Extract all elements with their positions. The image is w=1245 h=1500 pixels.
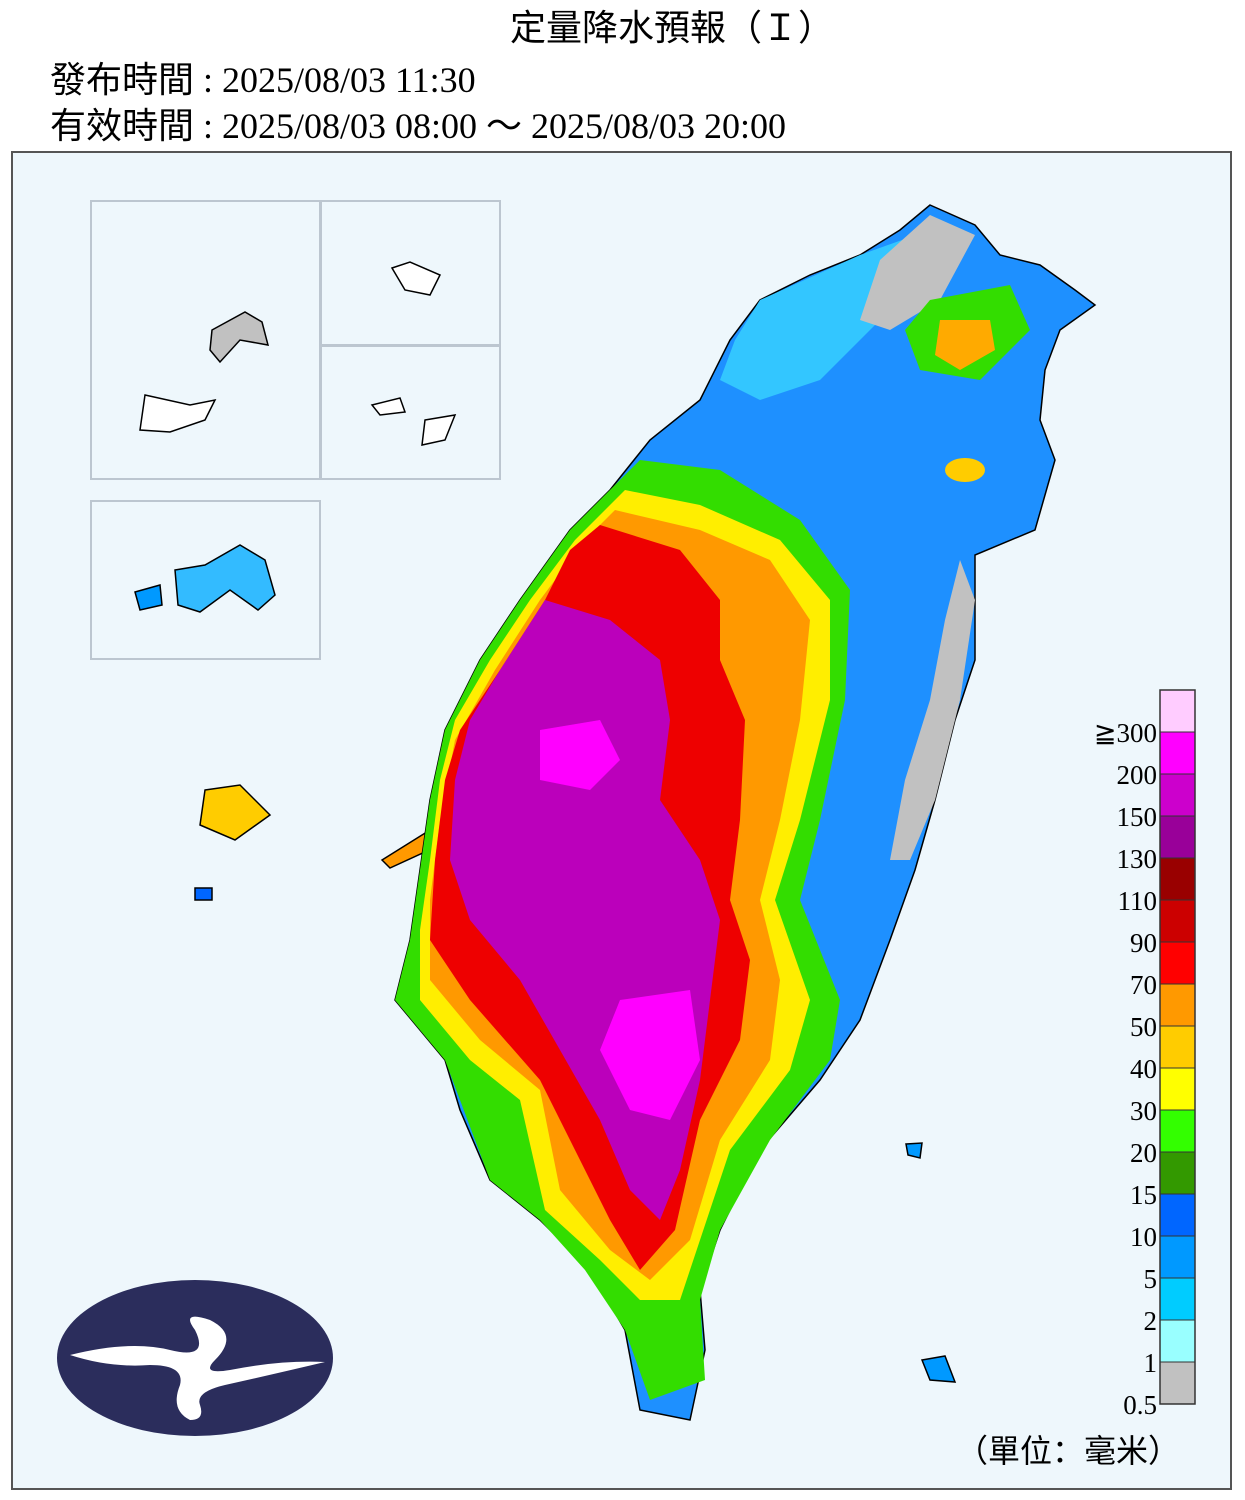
legend-label: 110 [1118, 886, 1158, 916]
legend-swatch [1159, 983, 1196, 1027]
legend-swatch [1159, 1109, 1196, 1153]
rain-map [394, 204, 1097, 1421]
legend-label: 20 [1130, 1138, 1157, 1168]
logo [57, 1280, 333, 1436]
legend-swatch [1159, 773, 1196, 817]
legend-label: 10 [1130, 1222, 1157, 1252]
legend-label: 150 [1117, 802, 1158, 832]
legend: 0.5 1 2 5 10 15 20 30 40 50 70 90 110 130 150 200 ≧300 [1094, 689, 1196, 1420]
legend-swatch [1159, 815, 1196, 859]
legend-label: 5 [1144, 1264, 1158, 1294]
legend-label: 200 [1117, 760, 1158, 790]
legend-border [1159, 689, 1196, 1405]
legend-label: 70 [1130, 970, 1157, 1000]
unit-label: （單位：毫米） [956, 1433, 1180, 1469]
issued-time: 發布時間 : 2025/08/03 11:30 [50, 60, 476, 100]
legend-label: 40 [1130, 1054, 1157, 1084]
legend-swatch [1159, 689, 1196, 733]
legend-label: 1 [1144, 1348, 1158, 1378]
legend-swatch [1159, 1067, 1196, 1111]
legend-swatch [1159, 1235, 1196, 1279]
legend-swatch [1159, 857, 1196, 901]
legend-swatch [1159, 1151, 1196, 1195]
legend-label: 50 [1130, 1012, 1157, 1042]
legend-swatch [1159, 941, 1196, 985]
legend-label: 0.5 [1123, 1390, 1157, 1420]
legend-swatch [1159, 1025, 1196, 1069]
legend-swatch [1159, 1277, 1196, 1321]
legend-label: 130 [1117, 844, 1158, 874]
legend-swatch [1159, 1361, 1196, 1405]
legend-label: 30 [1130, 1096, 1157, 1126]
legend-label: 90 [1130, 928, 1157, 958]
title: 定量降水預報（Ｉ） [510, 8, 834, 48]
legend-swatch [1159, 1193, 1196, 1237]
legend-swatch [1159, 899, 1196, 943]
inset-boxes [90, 200, 501, 660]
legend-swatch [1159, 1319, 1196, 1363]
legend-label: 15 [1130, 1180, 1157, 1210]
valid-time: 有效時間 : 2025/08/03 08:00 ～ 2025/08/03 20:… [50, 106, 786, 146]
legend-swatch [1159, 731, 1196, 775]
legend-label: 2 [1144, 1306, 1158, 1336]
legend-label: ≧300 [1094, 718, 1157, 748]
